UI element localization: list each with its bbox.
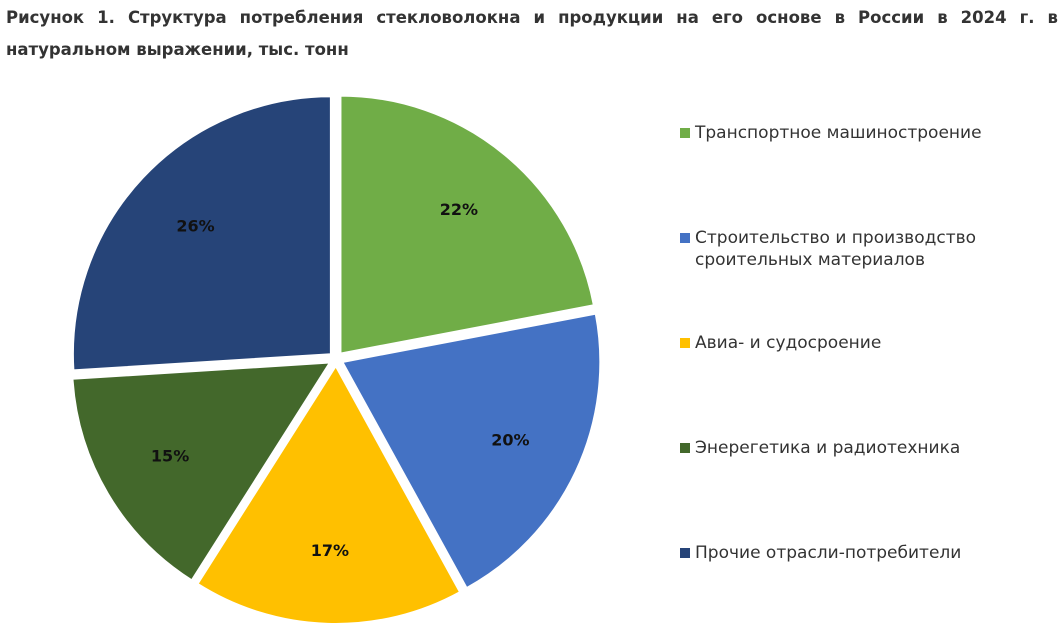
legend-item: Авиа- и судосроение <box>680 332 1035 354</box>
legend-swatch <box>680 338 690 348</box>
legend-label: Авиа- и судосроение <box>695 333 882 353</box>
legend-swatch <box>680 128 690 138</box>
data-label: 15% <box>151 447 189 466</box>
pie-slice <box>339 94 596 355</box>
legend-item: Строительство и производство сроительных… <box>680 227 1035 271</box>
data-label: 17% <box>311 541 349 560</box>
legend-label: Энерегетика и радиотехника <box>695 438 961 458</box>
pie-slice <box>340 312 602 590</box>
pie-slice <box>71 95 332 372</box>
legend-label: Прочие отрасли-потребители <box>695 543 962 563</box>
legend-item: Энерегетика и радиотехника <box>680 437 1035 459</box>
chart-title: Рисунок 1. Структура потребления стеклов… <box>6 8 1058 59</box>
data-label: 26% <box>176 217 214 236</box>
legend-swatch <box>680 233 690 243</box>
data-label: 22% <box>440 200 478 219</box>
legend-item: Прочие отрасли-потребители <box>680 542 1035 564</box>
pie-slice <box>196 364 462 625</box>
legend-item: Транспортное машиностроение <box>680 122 1035 144</box>
legend-label: Транспортное машиностроение <box>695 123 982 143</box>
data-label: 20% <box>491 431 529 450</box>
legend-label: Строительство и производство сроительных… <box>695 228 977 270</box>
legend-swatch <box>680 443 690 453</box>
pie-slice <box>71 361 332 582</box>
legend-swatch <box>680 548 690 558</box>
